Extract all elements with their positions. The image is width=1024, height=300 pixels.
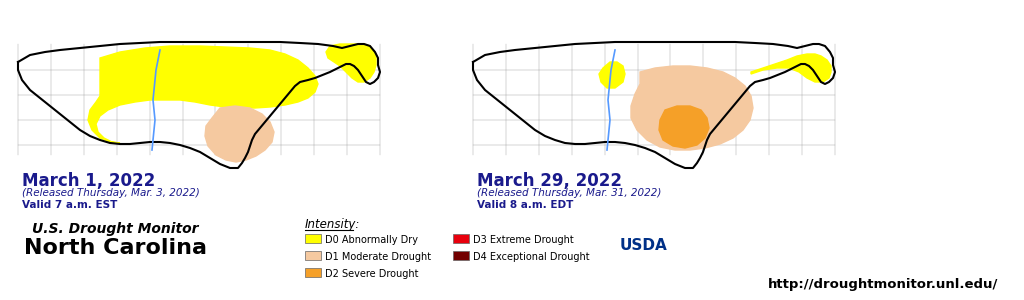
Polygon shape [631, 66, 753, 150]
Bar [305, 268, 321, 277]
Text: (Released Thursday, Mar. 3, 2022): (Released Thursday, Mar. 3, 2022) [22, 188, 200, 198]
Text: (Released Thursday, Mar. 31, 2022): (Released Thursday, Mar. 31, 2022) [477, 188, 662, 198]
Bar [453, 251, 469, 260]
Text: D4 Exceptional Drought: D4 Exceptional Drought [473, 252, 590, 262]
Text: D1 Moderate Drought: D1 Moderate Drought [325, 252, 431, 262]
Polygon shape [599, 62, 625, 88]
Text: D0 Abnormally Dry: D0 Abnormally Dry [325, 235, 418, 245]
Text: Intensity:: Intensity: [305, 218, 360, 231]
Polygon shape [205, 106, 274, 162]
Bar [305, 251, 321, 260]
Text: D3 Extreme Drought: D3 Extreme Drought [473, 235, 573, 245]
Text: North Carolina: North Carolina [24, 238, 207, 258]
Bar [305, 234, 321, 243]
Bar [453, 234, 469, 243]
Text: Valid 8 a.m. EDT: Valid 8 a.m. EDT [477, 200, 573, 210]
Text: Valid 7 a.m. EST: Valid 7 a.m. EST [22, 200, 118, 210]
Text: http://droughtmonitor.unl.edu/: http://droughtmonitor.unl.edu/ [768, 278, 998, 291]
Text: March 1, 2022: March 1, 2022 [22, 172, 156, 190]
Text: March 29, 2022: March 29, 2022 [477, 172, 622, 190]
Polygon shape [18, 42, 380, 168]
Polygon shape [473, 42, 835, 168]
Polygon shape [751, 54, 831, 82]
Polygon shape [326, 44, 376, 82]
Polygon shape [88, 46, 318, 143]
Text: D2 Severe Drought: D2 Severe Drought [325, 269, 419, 279]
Polygon shape [659, 106, 709, 148]
Text: U.S. Drought Monitor: U.S. Drought Monitor [32, 222, 199, 236]
Text: USDA: USDA [620, 238, 668, 253]
